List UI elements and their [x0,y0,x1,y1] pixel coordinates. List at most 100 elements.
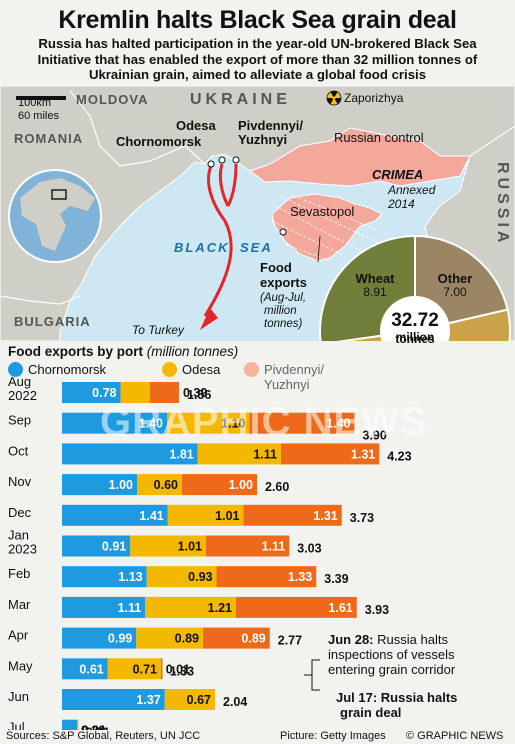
label-food-exports-1: Food [260,260,292,275]
month-label: Jun [8,689,29,704]
bar-value-label: 1.40 [139,417,163,431]
note-jun-date: Jun 28: [328,632,374,647]
bar-value-label: 1.40 [326,417,350,431]
legend-label: Odesa [182,362,221,377]
pie-label-wheat: Wheat [356,271,396,286]
bar-value-label: 1.11 [118,601,142,615]
port-pivdennyi-dot [232,156,240,164]
bar-value-label: 0.71 [133,662,157,676]
note-jul-line2: grain deal [340,705,402,720]
pie-total-unit-1: million [396,330,435,341]
label-sevastopol: Sevastopol [290,204,354,219]
note-jul17: Jul 17: Russia halts grain deal [336,690,457,720]
legend-pivdennyi: Pivdennyi/ Yuzhnyi [244,362,324,392]
nuclear-plant-icon [326,90,342,106]
exports-bar-chart: Aug20220.780.390.391.56Sep1.401.101.403.… [8,374,412,730]
bar-chornomorsk [62,504,168,526]
bar-pivdennyi [206,535,290,557]
month-label: Oct [8,443,29,458]
label-romania: ROMANIA [14,131,83,146]
bar-odesa [107,658,161,680]
bar-chornomorsk [62,596,146,618]
label-crimea: CRIMEA [372,167,423,182]
bar-value-label: 0.20 [81,724,105,730]
bar-value-label: 0.91 [102,540,126,554]
month-label: Apr [8,628,29,643]
bar-pivdennyi [243,504,342,526]
label-ukraine: UKRAINE [190,91,291,108]
route-arrow-icon [200,308,218,330]
bar-value-label: 0.61 [79,662,103,676]
bar-total-label: 2.60 [265,480,289,494]
page-subtitle: Russia has halted participation in the y… [37,36,478,82]
bar-value-label: 1.00 [229,478,253,492]
note-jun-line3: entering grain corridor [328,662,456,677]
month-label: Mar [8,597,31,612]
bar-value-label: 1.11 [262,540,286,554]
bar-value-label: 1.61 [328,601,352,615]
bar-chornomorsk [62,443,198,465]
bar-total-label: 0.21 [86,726,110,730]
bar-value-label: 0.01 [82,724,106,730]
bar-pivdennyi [203,627,270,649]
bar-chornomorsk [62,658,108,680]
label-zaporizhya: Zaporizhya [344,91,404,105]
label-black: BLACK [174,240,230,255]
bar-total-label: 3.73 [350,511,374,525]
month-label: 2023 [8,542,37,557]
label-food-exports-5: tonnes) [264,318,303,330]
label-annexed-year: 2014 [387,197,415,211]
bar-total-label: 3.03 [297,542,321,556]
bar-chornomorsk [62,412,167,434]
scale-miles-label: 60 miles [18,110,59,122]
bar-value-label: 1.33 [288,570,312,584]
bar-total-label: 2.04 [223,695,247,709]
label-russian-control: Russian control [334,130,424,145]
month-label: Aug [8,374,31,389]
bar-value-label: 0.01 [166,662,190,676]
month-label: May [8,658,33,673]
bar-value-label: 1.01 [215,509,239,523]
month-label: Nov [8,474,32,489]
food-leader-line [317,235,321,263]
bar-odesa [164,689,215,710]
page-title: Kremlin halts Black Sea grain deal [58,6,457,34]
bar-chornomorsk [62,566,147,588]
month-label: Sep [8,413,31,428]
label-sea: SEA [240,240,273,255]
footer-copyright: © GRAPHIC NEWS [406,730,504,742]
month-label: Feb [8,566,30,581]
label-food-exports-3: (Aug-Jul, [260,292,306,304]
pie-center [380,296,450,341]
bar-odesa [77,719,79,730]
bar-pivdennyi [161,658,163,680]
route-pivdennyi [226,163,238,207]
pie-total-unit-2: tonnes [395,332,435,346]
label-yuzhnyi: Yuzhnyi [238,132,287,147]
bar-value-label: 0.89 [175,632,199,646]
bar-value-label: 1.11 [253,447,277,461]
route-odesa [218,163,230,207]
pie-total-value: 32.72 [391,310,439,331]
note-jun-line1: Russia halts [377,632,448,647]
note-jul-line1: Jul 17: Russia halts [336,690,458,705]
pie-slice-maize [336,308,511,341]
bar-pivdennyi [281,443,380,465]
label-pivdennyi: Pivdennyi/ [238,118,303,133]
label-russia: RUSSIA [494,162,511,246]
chart-title: Food exports by port (million tonnes) [8,344,238,359]
bar-odesa [136,627,203,649]
bar-chornomorsk [62,535,131,557]
bar-chornomorsk [62,627,137,649]
bar-value-label: 0.39 [183,386,207,400]
bar-value-label: 1.13 [118,570,142,584]
bar-value-label: 0.78 [92,386,116,400]
legend-odesa: Odesa [162,362,220,377]
bar-total-label: 3.90 [363,429,387,443]
sevastopol-dot [279,228,287,236]
bar-total-label: 3.93 [365,603,389,617]
footer: Sources: S&P Global, Reuters, UN JCC Pic… [0,728,515,744]
bar-chornomorsk [62,382,121,403]
bar-pivdennyi [149,382,179,403]
bar-chornomorsk [62,474,137,496]
